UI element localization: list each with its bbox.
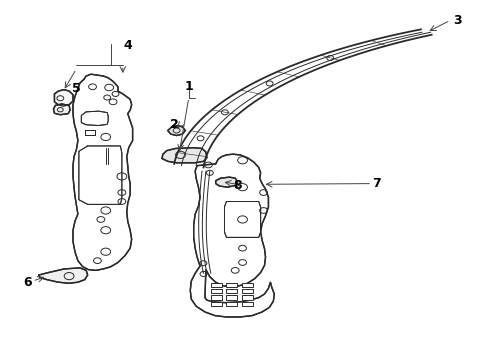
Polygon shape [81,111,108,126]
Bar [211,302,221,306]
Bar [242,283,253,287]
Bar [211,289,221,293]
Bar [211,283,221,287]
Polygon shape [168,126,185,135]
Text: 7: 7 [372,177,381,190]
Polygon shape [190,154,274,317]
Text: 4: 4 [123,39,132,52]
Text: 1: 1 [184,80,193,93]
Polygon shape [224,202,261,237]
Text: 8: 8 [233,179,242,192]
Polygon shape [73,74,133,270]
Bar [211,296,221,300]
Text: 3: 3 [453,14,462,27]
Polygon shape [54,90,73,106]
Bar [242,302,253,306]
Text: 6: 6 [23,276,32,289]
Polygon shape [85,130,95,135]
Text: 2: 2 [170,118,178,131]
Bar [226,283,237,287]
Bar [226,302,237,306]
Bar [226,289,237,293]
Polygon shape [53,104,70,115]
Polygon shape [79,146,122,204]
Text: 5: 5 [72,82,81,95]
Bar [242,296,253,300]
Polygon shape [174,30,432,167]
Bar [242,289,253,293]
Polygon shape [39,268,88,283]
Polygon shape [162,148,207,163]
Bar [226,296,237,300]
Polygon shape [216,177,238,187]
